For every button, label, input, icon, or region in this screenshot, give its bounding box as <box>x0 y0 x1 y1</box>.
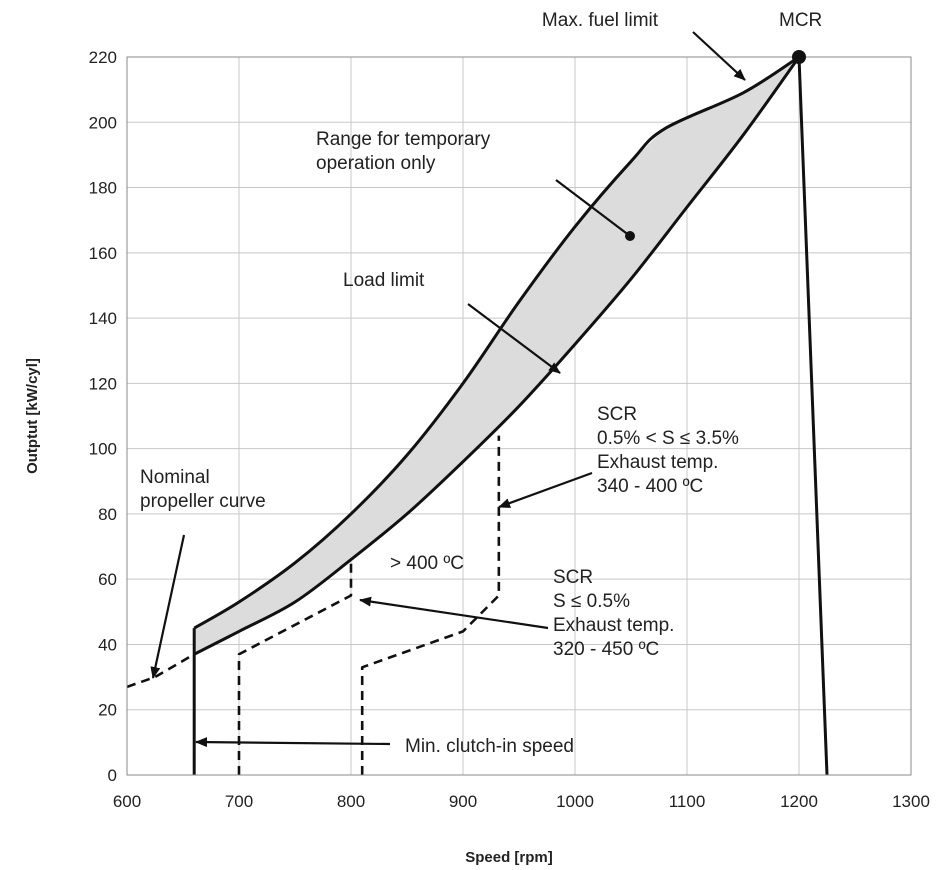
annotations: Max. fuel limit MCR Range for temporary ope… <box>140 10 822 757</box>
annotation-line: SCR <box>553 567 593 588</box>
annotation-nominal: Nominal propeller curve <box>140 467 266 512</box>
x-tick-label: 900 <box>449 792 477 811</box>
annotation-scr-high: SCR 0.5% < S ≤ 3.5% Exhaust temp. 340 - 400… <box>597 404 739 497</box>
x-tick-label: 1100 <box>669 792 706 811</box>
y-tick-label: 120 <box>89 374 117 393</box>
load-limit-line <box>193 56 801 656</box>
y-tick-label: 80 <box>98 505 117 524</box>
max-fuel-arrow <box>692 31 746 81</box>
temporary-operation-region <box>194 57 799 655</box>
annotation-line: > 400 ºC <box>390 553 464 574</box>
clutch-arrow <box>195 737 391 748</box>
x-axis-title: Speed [rpm] <box>465 849 553 866</box>
y-tick-label: 0 <box>108 766 117 785</box>
y-tick-label: 20 <box>98 701 117 720</box>
grid <box>126 56 912 776</box>
annotation-line: SCR <box>597 404 637 425</box>
scr-low-sulfur-boundary <box>237 559 353 775</box>
annotation-gt400: > 400 ºC <box>390 553 464 574</box>
x-tick-label: 1000 <box>556 792 594 811</box>
tick-labels: 600 700 800 900 1000 1100 1200 1300 0 20 40 60 80 100… <box>89 48 930 811</box>
annotation-line: Max. fuel limit <box>542 10 659 31</box>
annotation-line: MCR <box>779 10 822 31</box>
annotation-line: Exhaust temp. <box>553 615 674 636</box>
y-tick-label: 100 <box>89 440 117 459</box>
series-lines <box>126 55 829 776</box>
annotation-arrows <box>150 31 746 748</box>
x-tick-label: 700 <box>225 792 253 811</box>
annotation-line: Nominal <box>140 467 210 488</box>
temp-range-arrow-dot <box>625 231 635 241</box>
x-tick-label: 800 <box>337 792 365 811</box>
annotation-mcr: MCR <box>779 10 822 31</box>
annotation-max-fuel: Max. fuel limit <box>542 10 659 31</box>
axis-titles: Speed [rpm] Outptut [kW/cyl] <box>24 358 553 866</box>
annotation-temp-range: Range for temporary operation only <box>316 129 491 174</box>
annotation-clutch: Min. clutch-in speed <box>405 736 574 757</box>
annotation-line: 0.5% < S ≤ 3.5% <box>597 428 739 449</box>
x-tick-label: 1200 <box>780 792 818 811</box>
annotation-load-limit: Load limit <box>343 270 425 291</box>
annotation-line: operation only <box>316 153 436 174</box>
y-tick-label: 40 <box>98 635 117 654</box>
scr-high-sulfur-boundary <box>360 435 501 775</box>
annotation-line: Load limit <box>343 270 425 291</box>
annotation-line: Exhaust temp. <box>597 452 718 473</box>
y-tick-label: 220 <box>89 48 117 67</box>
temp-range-arrow <box>555 179 631 237</box>
y-tick-label: 180 <box>89 179 117 198</box>
annotation-scr-low: SCR S ≤ 0.5% Exhaust temp. 320 - 450 ºC <box>553 567 674 660</box>
annotation-line: S ≤ 0.5% <box>553 591 630 612</box>
max-fuel-limit-line <box>193 55 800 630</box>
annotation-line: Range for temporary <box>316 129 491 150</box>
propeller-curve-extension <box>126 653 195 689</box>
shaded-region <box>194 57 799 655</box>
points <box>792 50 806 64</box>
y-tick-label: 160 <box>89 244 117 263</box>
annotation-line: 320 - 450 ºC <box>553 639 659 660</box>
y-axis-title: Outptut [kW/cyl] <box>24 358 41 474</box>
x-tick-label: 600 <box>113 792 141 811</box>
annotation-line: 340 - 400 ºC <box>597 476 703 497</box>
axes <box>126 56 912 776</box>
plot-frame <box>126 56 912 776</box>
y-tick-label: 140 <box>89 309 117 328</box>
annotation-line: Min. clutch-in speed <box>405 736 574 757</box>
annotation-line: propeller curve <box>140 491 266 512</box>
point-mcr <box>792 50 806 64</box>
load-limit-arrow <box>467 303 561 374</box>
x-tick-label: 1300 <box>892 792 930 811</box>
y-tick-label: 200 <box>89 113 117 132</box>
nominal-arrow <box>150 534 186 679</box>
scr-high-arrow <box>498 471 593 509</box>
y-tick-label: 60 <box>98 570 117 589</box>
scr-low-arrow <box>359 596 549 630</box>
mcr-drop-line <box>797 56 829 776</box>
